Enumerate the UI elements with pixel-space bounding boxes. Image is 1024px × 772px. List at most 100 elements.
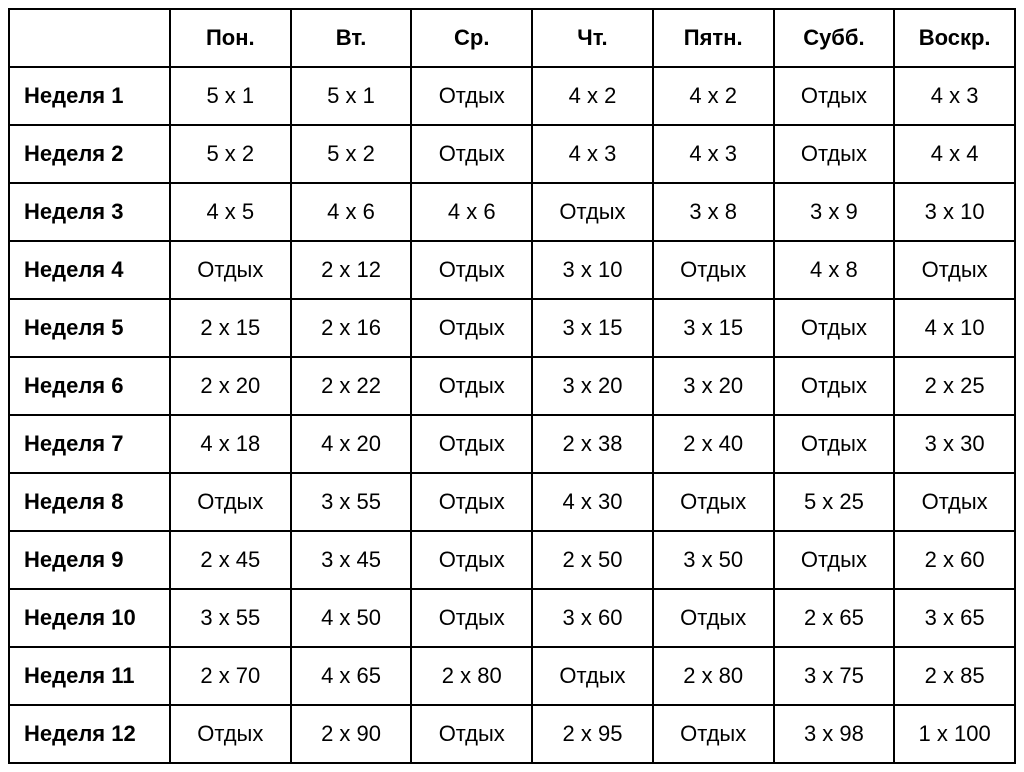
cell: 4 x 18 <box>170 415 291 473</box>
table-row: Неделя 3 4 x 5 4 x 6 4 x 6 Отдых 3 x 8 3… <box>9 183 1015 241</box>
cell: 3 x 50 <box>653 531 774 589</box>
cell: 4 x 5 <box>170 183 291 241</box>
cell: 2 x 38 <box>532 415 653 473</box>
week-label: Неделя 6 <box>9 357 170 415</box>
cell: Отдых <box>653 473 774 531</box>
cell: 4 x 6 <box>411 183 532 241</box>
header-sat: Субб. <box>774 9 895 67</box>
table-row: Неделя 12 Отдых 2 x 90 Отдых 2 x 95 Отды… <box>9 705 1015 763</box>
header-wed: Ср. <box>411 9 532 67</box>
week-label: Неделя 7 <box>9 415 170 473</box>
header-tue: Вт. <box>291 9 412 67</box>
training-schedule-table: Пон. Вт. Ср. Чт. Пятн. Субб. Воскр. Неде… <box>8 8 1016 764</box>
header-thu: Чт. <box>532 9 653 67</box>
cell: 3 x 10 <box>894 183 1015 241</box>
cell: Отдых <box>411 589 532 647</box>
cell: Отдых <box>411 531 532 589</box>
cell: Отдых <box>774 415 895 473</box>
week-label: Неделя 9 <box>9 531 170 589</box>
cell: Отдых <box>894 473 1015 531</box>
header-sun: Воскр. <box>894 9 1015 67</box>
cell: 2 x 16 <box>291 299 412 357</box>
cell: 4 x 2 <box>653 67 774 125</box>
table-body: Неделя 1 5 x 1 5 x 1 Отдых 4 x 2 4 x 2 О… <box>9 67 1015 763</box>
cell: Отдых <box>411 357 532 415</box>
cell: Отдых <box>411 67 532 125</box>
cell: 2 x 20 <box>170 357 291 415</box>
cell: 2 x 70 <box>170 647 291 705</box>
cell: Отдых <box>653 589 774 647</box>
cell: Отдых <box>774 67 895 125</box>
cell: 4 x 3 <box>653 125 774 183</box>
header-mon: Пон. <box>170 9 291 67</box>
cell: 4 x 30 <box>532 473 653 531</box>
week-label: Неделя 10 <box>9 589 170 647</box>
cell: 4 x 65 <box>291 647 412 705</box>
cell: 5 x 1 <box>291 67 412 125</box>
cell: 2 x 15 <box>170 299 291 357</box>
cell: 5 x 2 <box>291 125 412 183</box>
cell: Отдых <box>653 705 774 763</box>
cell: 3 x 8 <box>653 183 774 241</box>
cell: Отдых <box>411 125 532 183</box>
cell: Отдых <box>170 473 291 531</box>
table-row: Неделя 9 2 x 45 3 x 45 Отдых 2 x 50 3 x … <box>9 531 1015 589</box>
cell: 3 x 20 <box>532 357 653 415</box>
table-row: Неделя 8 Отдых 3 x 55 Отдых 4 x 30 Отдых… <box>9 473 1015 531</box>
cell: 4 x 50 <box>291 589 412 647</box>
cell: 3 x 60 <box>532 589 653 647</box>
cell: Отдых <box>653 241 774 299</box>
cell: 2 x 40 <box>653 415 774 473</box>
cell: 3 x 65 <box>894 589 1015 647</box>
table-row: Неделя 2 5 x 2 5 x 2 Отдых 4 x 3 4 x 3 О… <box>9 125 1015 183</box>
week-label: Неделя 2 <box>9 125 170 183</box>
table-row: Неделя 10 3 x 55 4 x 50 Отдых 3 x 60 Отд… <box>9 589 1015 647</box>
table-row: Неделя 4 Отдых 2 x 12 Отдых 3 x 10 Отдых… <box>9 241 1015 299</box>
cell: 2 x 60 <box>894 531 1015 589</box>
cell: Отдых <box>411 241 532 299</box>
week-label: Неделя 8 <box>9 473 170 531</box>
table-row: Неделя 7 4 x 18 4 x 20 Отдых 2 x 38 2 x … <box>9 415 1015 473</box>
cell: 1 x 100 <box>894 705 1015 763</box>
table-row: Неделя 5 2 x 15 2 x 16 Отдых 3 x 15 3 x … <box>9 299 1015 357</box>
cell: 4 x 10 <box>894 299 1015 357</box>
cell: 4 x 4 <box>894 125 1015 183</box>
cell: 2 x 80 <box>653 647 774 705</box>
cell: 2 x 12 <box>291 241 412 299</box>
cell: Отдых <box>411 299 532 357</box>
week-label: Неделя 5 <box>9 299 170 357</box>
cell: 3 x 20 <box>653 357 774 415</box>
cell: 2 x 90 <box>291 705 412 763</box>
cell: Отдых <box>532 183 653 241</box>
cell: 4 x 3 <box>532 125 653 183</box>
cell: 2 x 85 <box>894 647 1015 705</box>
week-label: Неделя 11 <box>9 647 170 705</box>
cell: Отдых <box>532 647 653 705</box>
cell: 3 x 98 <box>774 705 895 763</box>
cell: 3 x 45 <box>291 531 412 589</box>
cell: 3 x 15 <box>532 299 653 357</box>
cell: 3 x 15 <box>653 299 774 357</box>
cell: 3 x 30 <box>894 415 1015 473</box>
cell: Отдых <box>774 531 895 589</box>
cell: 4 x 3 <box>894 67 1015 125</box>
cell: Отдых <box>894 241 1015 299</box>
cell: Отдых <box>774 357 895 415</box>
table-row: Неделя 11 2 x 70 4 x 65 2 x 80 Отдых 2 x… <box>9 647 1015 705</box>
cell: Отдых <box>170 241 291 299</box>
cell: Отдых <box>774 125 895 183</box>
cell: Отдых <box>774 299 895 357</box>
week-label: Неделя 1 <box>9 67 170 125</box>
cell: 2 x 65 <box>774 589 895 647</box>
cell: 3 x 55 <box>170 589 291 647</box>
cell: 2 x 45 <box>170 531 291 589</box>
header-fri: Пятн. <box>653 9 774 67</box>
cell: 5 x 2 <box>170 125 291 183</box>
cell: Отдых <box>411 415 532 473</box>
cell: Отдых <box>411 705 532 763</box>
cell: 3 x 10 <box>532 241 653 299</box>
cell: 3 x 55 <box>291 473 412 531</box>
cell: 5 x 1 <box>170 67 291 125</box>
cell: Отдых <box>411 473 532 531</box>
cell: Отдых <box>170 705 291 763</box>
